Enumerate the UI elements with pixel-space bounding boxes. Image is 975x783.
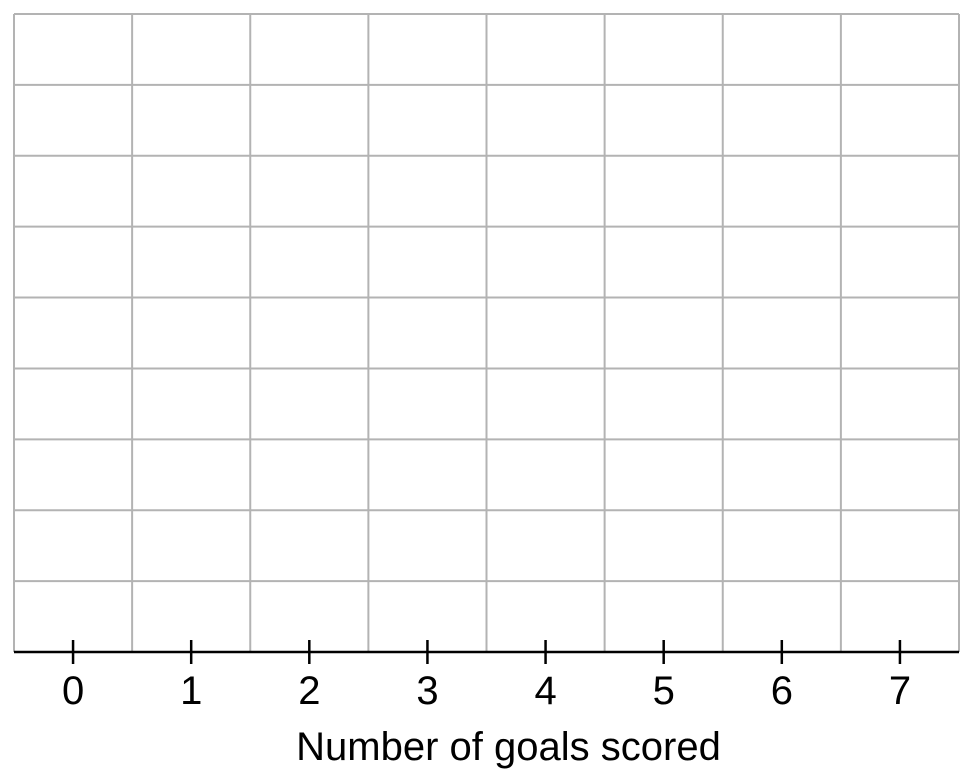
x-axis-ticks (71, 640, 902, 664)
x-axis-tick-label: 4 (534, 669, 556, 713)
x-axis-tick-labels: 0 1 2 3 4 5 6 7 (62, 669, 911, 713)
x-axis-tick-label: 0 (62, 669, 84, 713)
x-axis-tick-label: 1 (180, 669, 202, 713)
x-axis-tick-label: 3 (416, 669, 438, 713)
x-axis-title: Number of goals scored (296, 725, 721, 769)
x-axis-tick-label: 5 (653, 669, 675, 713)
grid (13, 13, 960, 652)
x-axis-tick-label: 6 (771, 669, 793, 713)
x-axis-tick-label: 7 (889, 669, 911, 713)
x-axis-tick-label: 2 (298, 669, 320, 713)
